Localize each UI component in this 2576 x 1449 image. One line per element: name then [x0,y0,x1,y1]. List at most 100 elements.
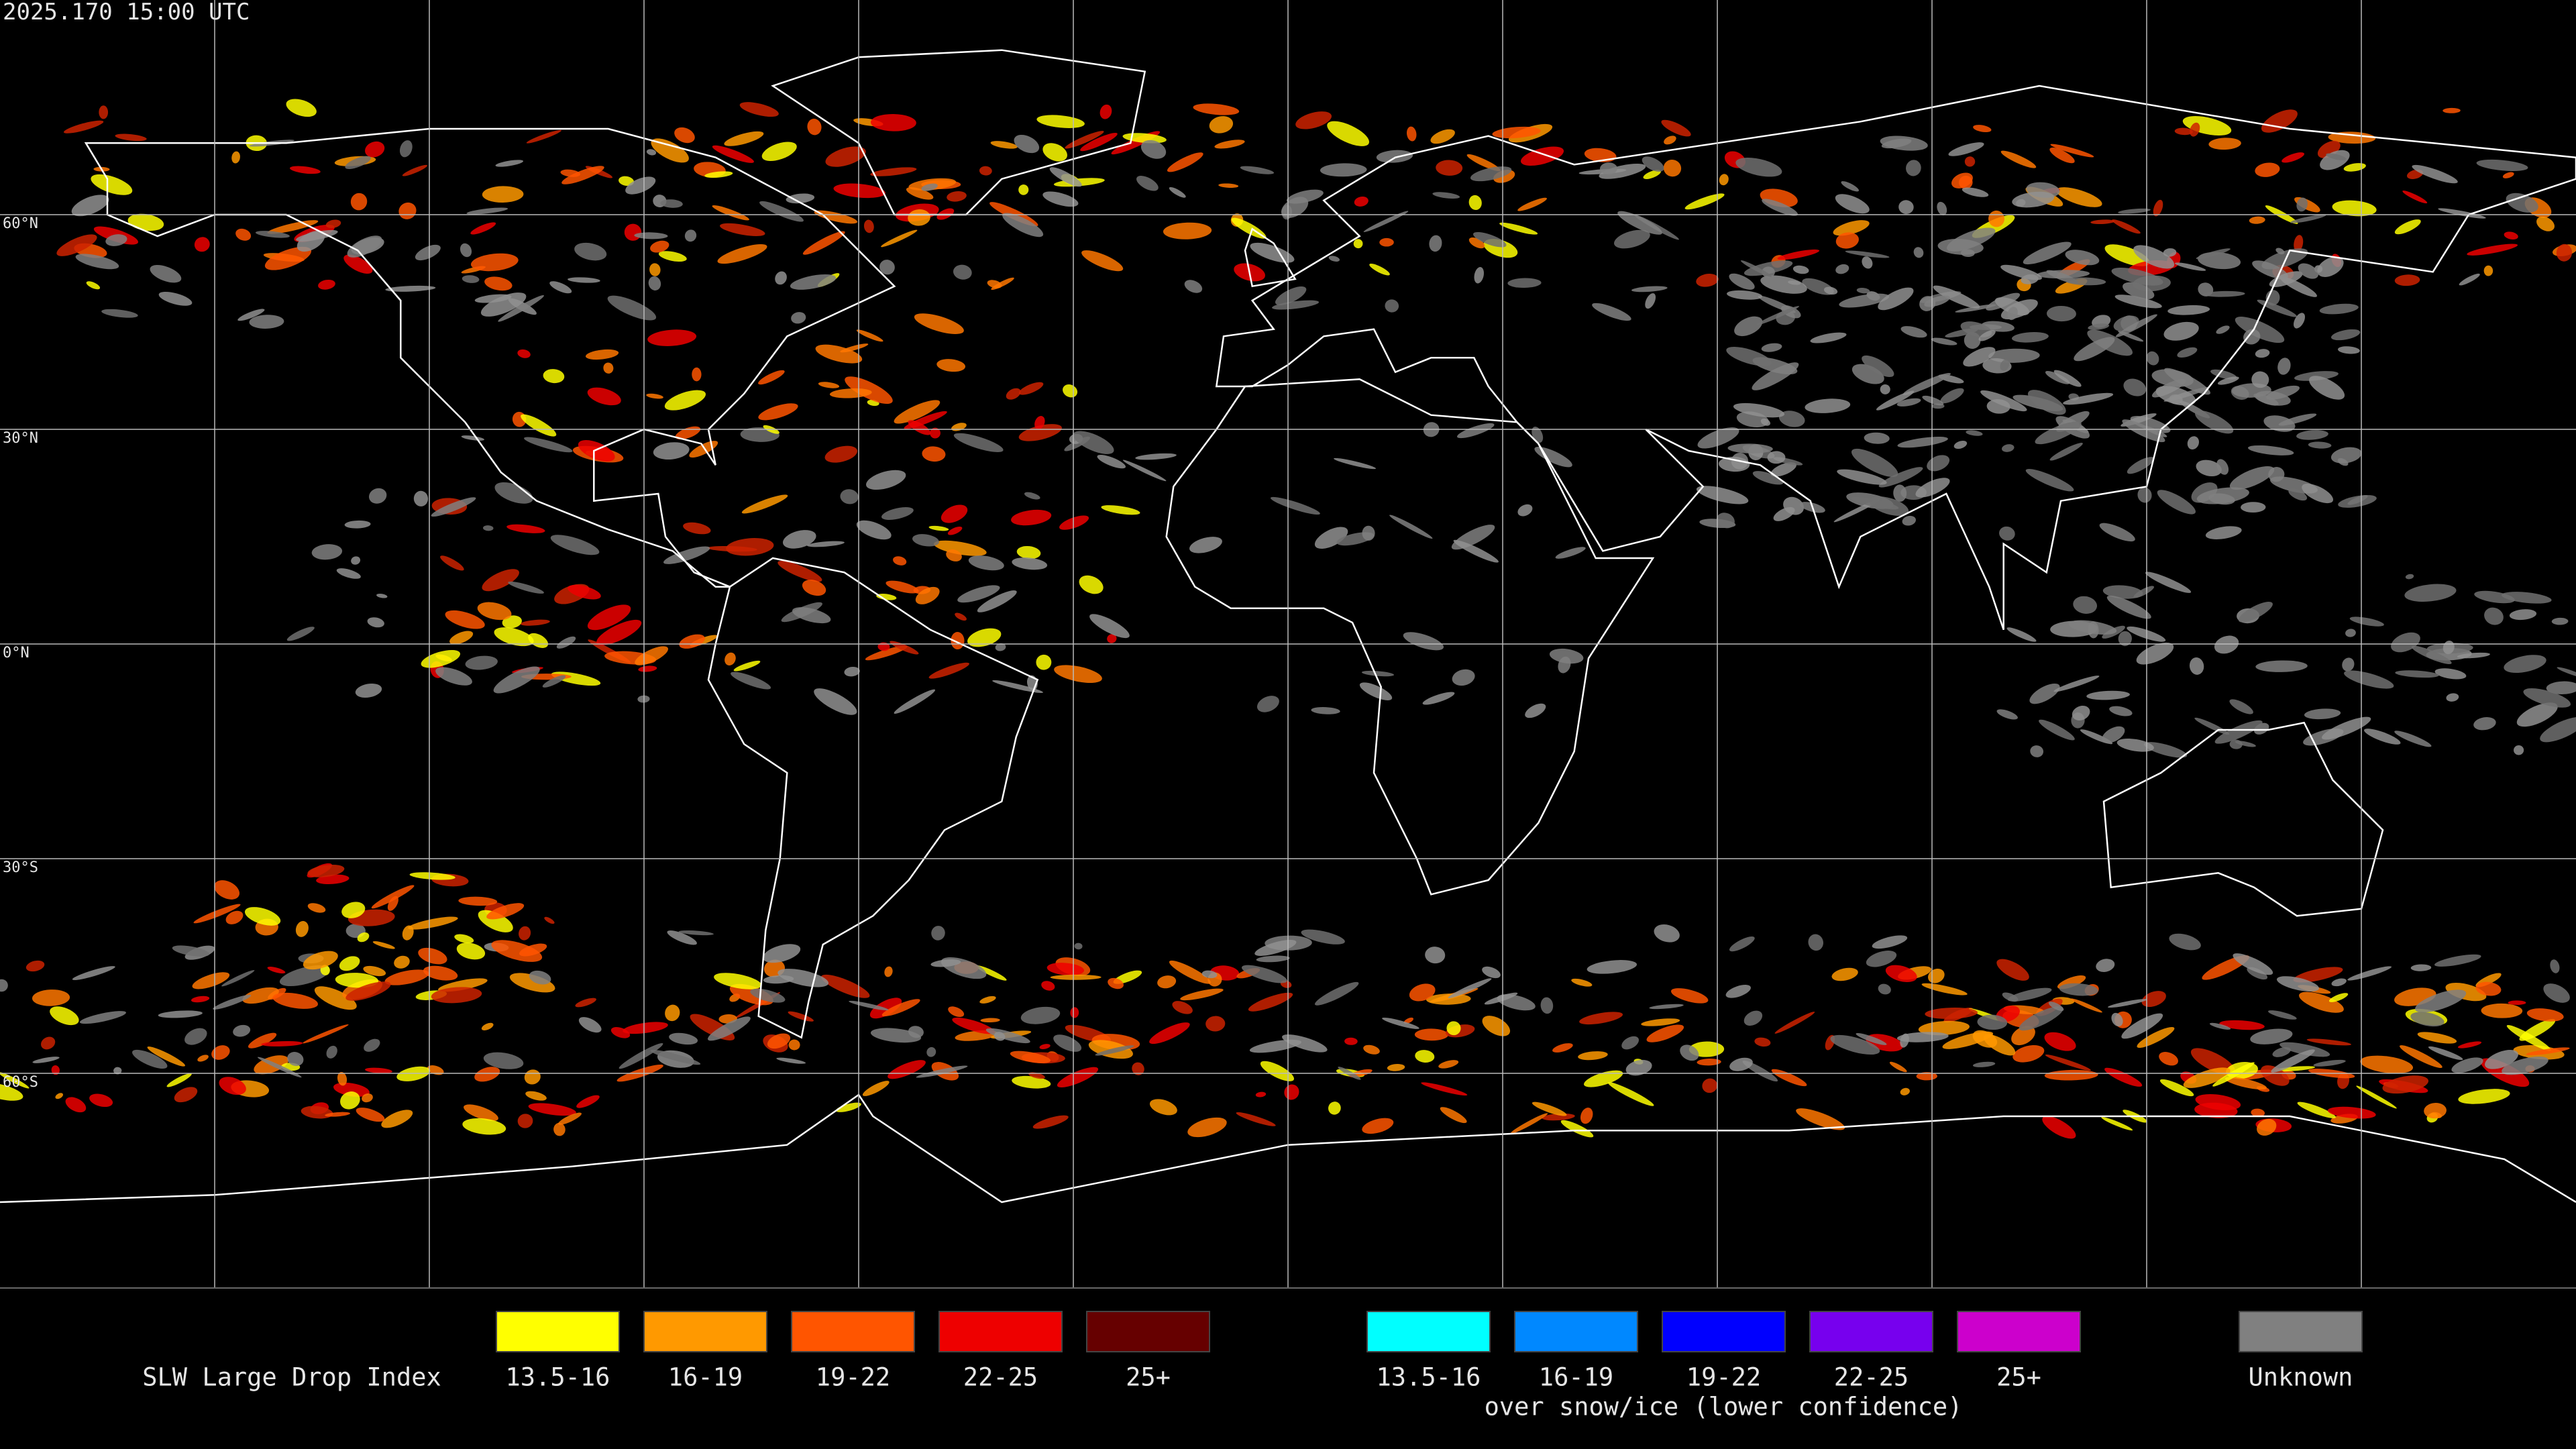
cloud-patch [2501,592,2552,604]
cloud-patch [2247,445,2294,455]
legend-swatch [2239,1311,2363,1352]
cloud-patch [528,1103,576,1116]
cloud-patch [1641,1018,1680,1026]
cloud-patch [947,191,967,202]
cloud-patch [1951,172,1973,189]
cloud-patch [2250,1028,2293,1044]
coastline [2102,721,2384,917]
cloud-patch [1456,423,1495,439]
cloud-patch [660,199,683,208]
cloud-patch [2302,484,2334,504]
cloud-patch [2049,147,2075,164]
cloud-patch [1742,1061,1778,1082]
cloud-patch [213,994,252,1010]
cloud-patch [1403,1017,1413,1024]
cloud-patch [286,627,315,641]
cloud-patch [91,174,133,195]
cloud-patch [1136,176,1159,191]
cloud-patch [2405,574,2414,580]
cloud-patch [2243,329,2261,345]
cloud-patch [763,944,801,963]
cloud-patch [648,276,661,290]
cloud-patch [1240,166,1275,174]
cloud-patch [2551,617,2569,625]
cloud-patch [1387,1064,1405,1071]
cloud-layer [0,99,2576,1139]
cloud-patch [1468,195,1482,211]
cloud-patch [255,231,290,238]
cloud-patch [1614,229,1650,249]
cloud-patch [975,965,1007,981]
cloud-patch [951,632,965,650]
cloud-patch [908,209,930,226]
cloud-patch [2153,199,2163,217]
cloud-patch [105,234,127,246]
cloud-patch [2141,991,2166,1008]
cloud-patch [2332,200,2377,217]
cloud-patch [2294,313,2306,329]
cloud-patch [2145,572,2192,593]
cloud-patch [1403,632,1444,651]
cloud-patch [2275,248,2285,255]
cloud-patch [704,171,733,178]
cloud-patch [2074,337,2115,362]
legend-label: 19-22 [1686,1363,1761,1392]
legend-swatch [1366,1311,1491,1352]
cloud-patch [2059,983,2098,996]
cloud-patch [1752,471,1784,485]
cloud-patch [2196,248,2231,260]
cloud-patch [41,1036,56,1050]
cloud-patch [717,244,767,264]
cloud-patch [1578,1051,1608,1061]
cloud-patch [2308,441,2332,449]
cloud-patch [2297,1102,2336,1118]
cloud-patch [758,403,798,421]
coastline [707,557,1039,1039]
cloud-patch [2322,716,2371,740]
cloud-patch [2063,392,2114,405]
cloud-patch [1426,994,1471,1005]
legend: SLW Large Drop Index 13.5-16 16-19 19-22 22-… [142,1311,2363,1421]
cloud-patch [663,546,710,564]
cloud-patch [402,164,427,176]
cloud-patch [2163,248,2177,257]
cloud-patch [462,1118,506,1135]
cloud-patch [2251,1108,2265,1117]
cloud-patch [724,652,736,666]
cloud-patch [1172,1001,1193,1014]
cloud-patch [191,996,210,1003]
cloud-patch [1517,197,1547,211]
cloud-patch [2070,998,2102,1013]
cloud-patch [1896,398,1921,407]
cloud-patch [1649,1004,1684,1010]
cloud-patch [777,561,822,582]
cloud-patch [1532,1102,1567,1116]
cloud-patch [1833,220,1870,236]
cloud-patch [221,970,255,987]
cloud-patch [1382,1017,1419,1029]
cloud-patch [1684,193,1725,210]
legend-swatch [791,1311,915,1352]
cloud-patch [482,569,519,592]
cloud-patch [2273,1066,2316,1072]
cloud-patch [1011,509,1052,526]
cloud-patch [2096,959,2115,972]
cloud-patch [761,142,797,162]
cloud-patch [802,231,845,255]
cloud-patch [712,145,754,163]
cloud-patch [1734,316,1763,337]
cloud-patch [1385,299,1399,313]
cloud-patch [1851,496,1899,510]
cloud-patch [856,329,883,342]
cloud-patch [1866,951,1897,967]
cloud-patch [946,549,962,561]
cloud-patch [303,951,338,970]
cloud-patch [2112,219,2141,234]
cloud-patch [844,667,860,677]
cloud-patch [101,309,138,318]
cloud-patch [483,525,494,531]
cloud-patch [1236,1112,1276,1126]
cloud-patch [807,118,822,136]
cloud-patch [2027,390,2066,415]
cloud-patch [483,1052,524,1069]
